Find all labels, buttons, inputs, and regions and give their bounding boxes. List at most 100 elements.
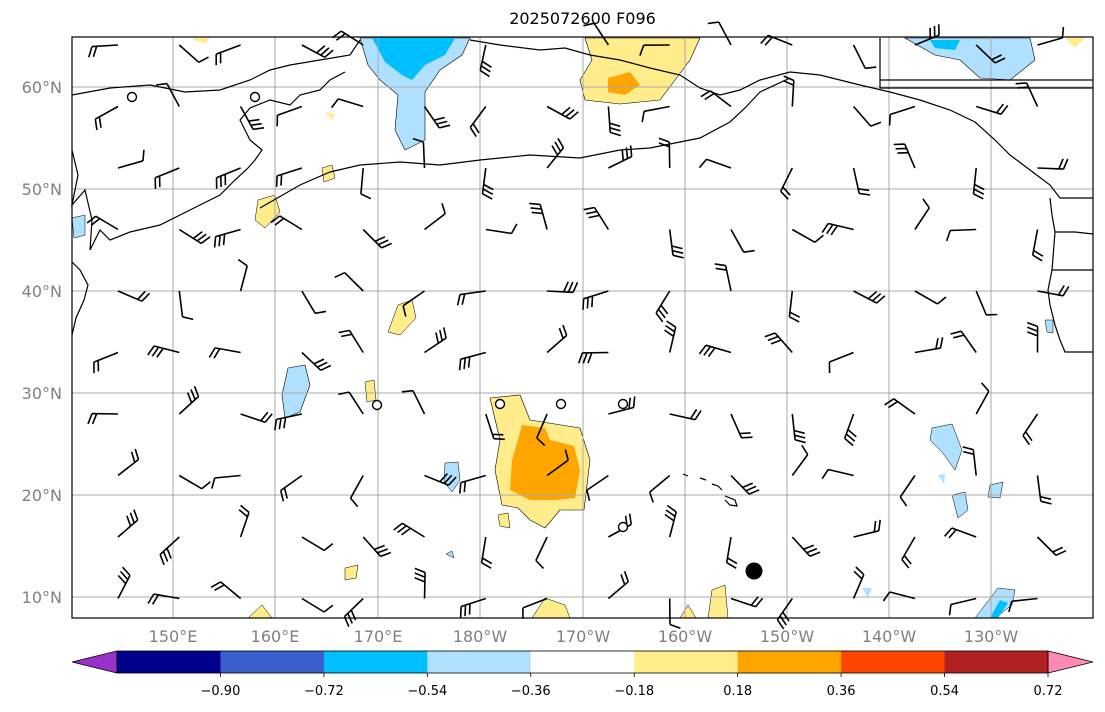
- wind-barb: [664, 504, 677, 538]
- wind-barb: [853, 290, 886, 304]
- wind-barb: [215, 44, 241, 66]
- wind-barb: [658, 137, 671, 169]
- wind-barb: [178, 386, 200, 415]
- wind-barb: [664, 320, 677, 353]
- wind-barb: [764, 332, 793, 354]
- calm-circle: [617, 398, 629, 410]
- coastline-kamchatka: [70, 39, 361, 251]
- wind-barb: [338, 329, 364, 353]
- contour-fills: [71, 37, 1085, 619]
- wind-barb: [639, 44, 670, 56]
- wind-barb: [668, 598, 681, 630]
- wind-barbs: [86, 21, 1070, 630]
- wind-barb: [698, 158, 732, 169]
- wind-barb: [469, 106, 487, 138]
- wind-barb: [481, 167, 494, 200]
- contour-yellow: [707, 584, 729, 619]
- wind-barb: [1037, 26, 1065, 46]
- contour-light-blue: [443, 461, 461, 493]
- wind-barb: [237, 258, 248, 292]
- wind-barb: [423, 106, 451, 129]
- colorbar-tick-label: −0.18: [614, 684, 654, 699]
- wind-barb: [274, 413, 303, 431]
- contour-yellow: [325, 112, 335, 120]
- gridlines: [72, 37, 1093, 618]
- longitude-labels: 150°E 160°E 170°E 180°W 170°W 160°W 150°W 140°W…: [149, 627, 1019, 646]
- colorbar-tick-label: 0.54: [930, 684, 959, 699]
- wind-barb: [607, 571, 630, 600]
- wind-barb: [362, 536, 392, 558]
- wind-barb: [485, 223, 518, 235]
- lon-label: 150°E: [149, 627, 198, 646]
- wind-barb: [821, 222, 854, 236]
- contour-yellow: [344, 564, 359, 581]
- colorbar-segment: [634, 651, 739, 673]
- wind-barb: [546, 449, 569, 477]
- contour-yellow: [247, 604, 273, 619]
- colorbar-tick-label: 0.36: [827, 684, 856, 699]
- contour-light-blue: [938, 474, 945, 484]
- lon-label: 160°E: [251, 627, 300, 646]
- wind-barb: [546, 105, 579, 120]
- wind-barb: [301, 351, 332, 372]
- wind-barb: [536, 413, 548, 447]
- wind-barb: [779, 167, 794, 200]
- wind-barb: [607, 106, 622, 137]
- wind-barb: [583, 22, 610, 46]
- contour-blue: [990, 600, 1008, 618]
- wind-barb: [279, 474, 303, 502]
- wind-barb: [914, 198, 930, 230]
- colorbar-tick-label: 0.72: [1034, 684, 1063, 699]
- calm-circle: [617, 521, 629, 533]
- wind-barb: [211, 474, 241, 489]
- lat-label: 60°N: [22, 78, 62, 97]
- contour-yellow: [497, 512, 511, 529]
- wind-barb: [479, 44, 492, 78]
- wind-barb: [791, 413, 806, 444]
- coastline-canada-bc: [1047, 197, 1094, 353]
- wind-barb: [700, 90, 732, 108]
- wind-barb: [725, 536, 738, 569]
- lon-label: 160°W: [658, 627, 713, 646]
- wind-barb: [1008, 597, 1038, 613]
- wind-barb: [424, 473, 457, 486]
- wind-barb: [1037, 285, 1070, 297]
- lon-label: 130°W: [964, 627, 1019, 646]
- wind-barb: [117, 448, 140, 477]
- wind-barb: [608, 396, 636, 415]
- contour-yellow: [579, 37, 701, 105]
- wind-barb: [648, 474, 671, 503]
- wind-barb: [853, 519, 881, 538]
- wind-barb: [776, 598, 793, 630]
- wind-barb: [117, 509, 139, 538]
- wind-barb: [1036, 475, 1052, 505]
- wind-barb: [334, 271, 364, 292]
- wind-barb: [338, 391, 364, 415]
- lon-label: 180°W: [453, 627, 508, 646]
- wind-barb: [975, 44, 1006, 64]
- wind-barb: [349, 475, 364, 508]
- wind-barb: [884, 398, 916, 415]
- wind-barb: [714, 263, 732, 292]
- contour-light-blue: [1044, 319, 1054, 334]
- wind-barb: [522, 597, 548, 619]
- wind-barb: [239, 106, 265, 131]
- lat-label: 20°N: [22, 486, 62, 505]
- wind-barb: [178, 290, 194, 321]
- calm-circle: [371, 399, 383, 411]
- wind-barb: [301, 44, 334, 59]
- wind-barb: [975, 290, 998, 316]
- wind-barb: [948, 597, 977, 616]
- colorbar-segment: [427, 651, 532, 673]
- wind-barb: [1037, 158, 1069, 170]
- wind-barb: [730, 229, 755, 253]
- contour-yellow: [364, 379, 377, 403]
- colorbar-tick-label: −0.54: [407, 684, 447, 699]
- wind-barb: [641, 105, 670, 123]
- coastline-hawaii: [682, 473, 738, 507]
- lat-label: 10°N: [22, 588, 62, 607]
- contour-orange: [608, 72, 640, 95]
- contour-light-blue: [951, 491, 969, 519]
- wind-barb: [546, 137, 565, 169]
